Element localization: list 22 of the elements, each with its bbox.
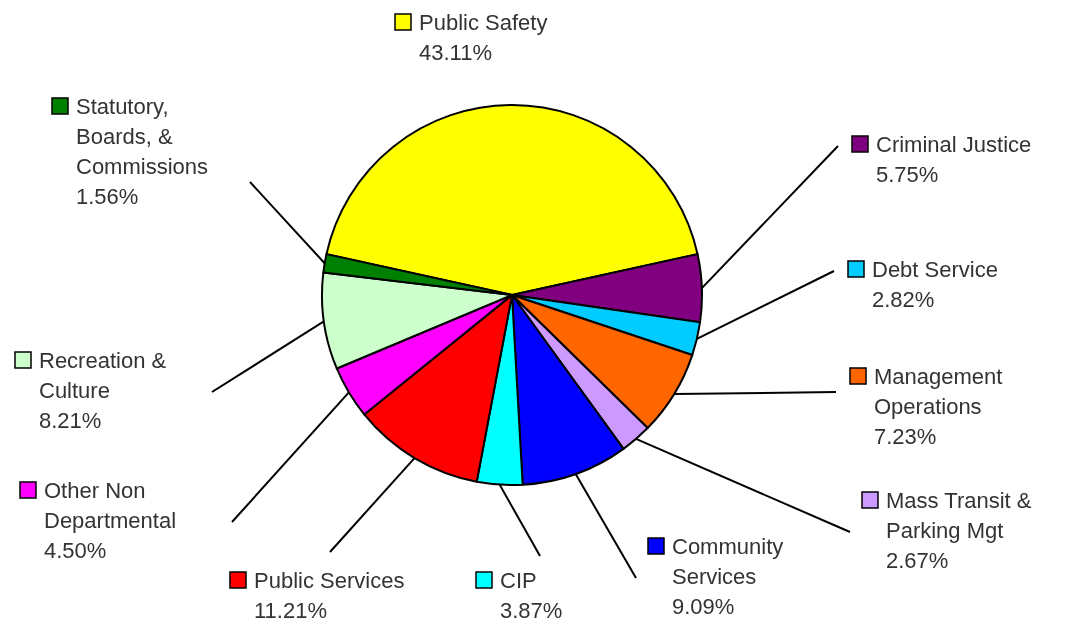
legend-label: Statutory, Boards, & Commissions (76, 94, 209, 179)
legend-label: Criminal Justice (876, 132, 1032, 157)
data-label: 8.21% (39, 408, 102, 433)
data-label: 2.67% (886, 548, 949, 573)
legend-label: CIP (500, 568, 537, 593)
data-label: 3.87% (500, 598, 563, 623)
data-label: 11.21% (254, 598, 327, 623)
legend-label: Management Operations (874, 364, 1003, 419)
data-label: 5.75% (876, 162, 939, 187)
legend-label: Community Services (672, 534, 784, 589)
legend-label: Debt Service (872, 257, 998, 282)
data-label: 4.50% (44, 538, 107, 563)
data-label: 1.56% (76, 184, 139, 209)
legend-label: Recreation & Culture (39, 348, 167, 403)
data-label: 7.23% (874, 424, 937, 449)
legend-label: Other Non Departmental (44, 478, 177, 533)
data-label: 9.09% (672, 594, 735, 619)
legend-label: Mass Transit & Parking Mgt (886, 488, 1032, 543)
data-label: 43.11% (419, 40, 492, 65)
legend-label: Public Safety (419, 10, 548, 35)
data-label: 2.82% (872, 287, 935, 312)
legend-label: Public Services (254, 568, 405, 593)
